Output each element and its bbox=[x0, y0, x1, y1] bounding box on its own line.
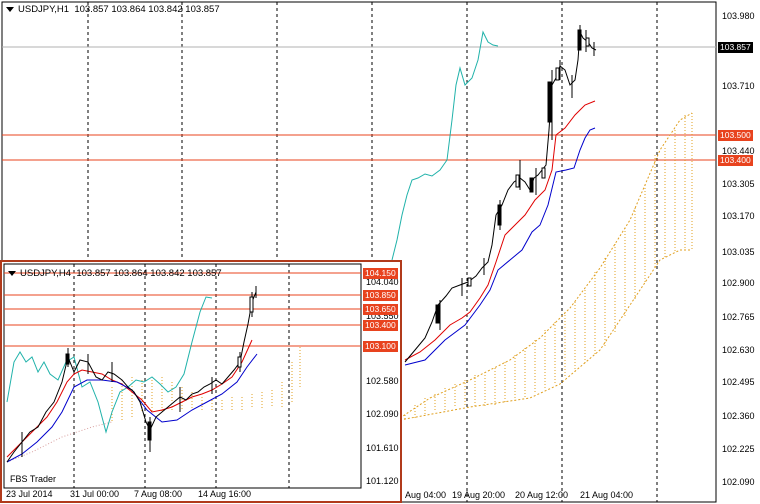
price-tick: 102.765 bbox=[722, 312, 755, 322]
price-tick: 102.580 bbox=[366, 376, 399, 386]
high-value: 103.864 bbox=[111, 4, 146, 15]
time-tick: 19 Aug 20:00 bbox=[452, 490, 505, 500]
inset-plot-border bbox=[3, 263, 362, 489]
inset-price-axis: 104.040 103.550 102.580 102.090 101.610 … bbox=[366, 277, 399, 486]
inset-chart-header: USDJPY,H4 103.857 103.864 103.842 103.85… bbox=[8, 268, 222, 279]
senkou-span-a bbox=[399, 112, 693, 419]
chikou-span bbox=[391, 30, 499, 261]
price-tick: 103.710 bbox=[722, 81, 755, 91]
low-value: 103.842 bbox=[150, 268, 185, 279]
time-tick: 21 Aug 04:00 bbox=[580, 490, 633, 500]
time-tick: 31 Jul 00:00 bbox=[70, 489, 119, 499]
senkou-span-b bbox=[399, 249, 692, 421]
price-tick: 102.360 bbox=[722, 411, 755, 421]
inset-chart[interactable]: 104.040 103.550 102.580 102.090 101.610 … bbox=[0, 260, 402, 503]
main-chart-header: USDJPY,H1 103.857 103.864 103.842 103.85… bbox=[6, 4, 220, 15]
inset-level-badge: 104.150 bbox=[363, 268, 398, 279]
kumo-cloud bbox=[404, 113, 693, 420]
inset-chikou-span bbox=[6, 296, 213, 434]
price-tick: 102.630 bbox=[722, 345, 755, 355]
price-tick: 103.440 bbox=[722, 146, 755, 156]
price-tick: 102.225 bbox=[722, 444, 755, 454]
inset-level-badge: 103.100 bbox=[363, 341, 398, 352]
open-value: 103.857 bbox=[76, 268, 111, 279]
main-price-axis: 103.980 103.710 103.440 103.305 103.170 … bbox=[722, 11, 755, 487]
dropdown-triangle-icon[interactable] bbox=[6, 6, 14, 12]
time-tick: 23 Jul 2014 bbox=[6, 489, 53, 499]
price-tick: 102.090 bbox=[722, 477, 755, 487]
inset-grid bbox=[73, 264, 290, 488]
inset-chart-canvas[interactable]: 104.040 103.550 102.580 102.090 101.610 … bbox=[2, 262, 400, 501]
price-candles bbox=[404, 25, 597, 363]
high-value: 103.864 bbox=[113, 268, 148, 279]
inset-tenkan-sen bbox=[6, 339, 253, 458]
close-value: 103.857 bbox=[185, 4, 220, 15]
low-value: 103.842 bbox=[148, 4, 183, 15]
price-tick: 103.980 bbox=[722, 11, 755, 21]
price-tick: 102.090 bbox=[366, 409, 399, 419]
inset-level-badge: 103.400 bbox=[363, 320, 398, 331]
time-tick: Aug 04:00 bbox=[405, 490, 446, 500]
inset-price-candles bbox=[6, 286, 257, 463]
price-tick: 103.035 bbox=[722, 247, 755, 257]
time-tick: 7 Aug 08:00 bbox=[134, 489, 182, 499]
time-tick: 20 Aug 12:00 bbox=[515, 490, 568, 500]
open-value: 103.857 bbox=[74, 4, 109, 15]
symbol-label: USDJPY,H4 bbox=[20, 268, 72, 279]
inset-time-axis: 23 Jul 2014 31 Jul 00:00 7 Aug 08:00 14 … bbox=[6, 489, 251, 499]
price-tick: 102.900 bbox=[722, 278, 755, 288]
inset-level-badge: 103.850 bbox=[363, 290, 398, 301]
inset-level-lines[interactable] bbox=[4, 272, 361, 347]
price-tick: 102.495 bbox=[722, 377, 755, 387]
price-tick: 101.120 bbox=[366, 476, 399, 486]
level-badge-103400: 103.400 bbox=[718, 155, 753, 166]
inset-level-badge: 103.650 bbox=[363, 304, 398, 315]
price-tick: 103.550 bbox=[366, 311, 399, 321]
broker-watermark: FBS Trader bbox=[10, 474, 56, 484]
level-badge-103500: 103.500 bbox=[718, 130, 753, 141]
main-time-axis: Aug 04:00 19 Aug 20:00 20 Aug 12:00 21 A… bbox=[405, 490, 633, 500]
inset-kumo bbox=[111, 347, 301, 422]
dropdown-triangle-icon[interactable] bbox=[8, 270, 16, 276]
inset-kumo-lower bbox=[6, 421, 113, 463]
price-tick: 104.040 bbox=[366, 277, 399, 287]
symbol-label: USDJPY,H1 bbox=[18, 4, 70, 15]
price-tick: 101.610 bbox=[366, 443, 399, 453]
time-tick: 14 Aug 16:00 bbox=[198, 489, 251, 499]
price-tick: 103.305 bbox=[722, 179, 755, 189]
kijun-sen bbox=[404, 127, 596, 366]
close-value: 103.857 bbox=[187, 268, 222, 279]
price-tick: 103.170 bbox=[722, 211, 755, 221]
current-price-badge: 103.857 bbox=[718, 42, 753, 53]
tenkan-sen bbox=[404, 100, 596, 361]
